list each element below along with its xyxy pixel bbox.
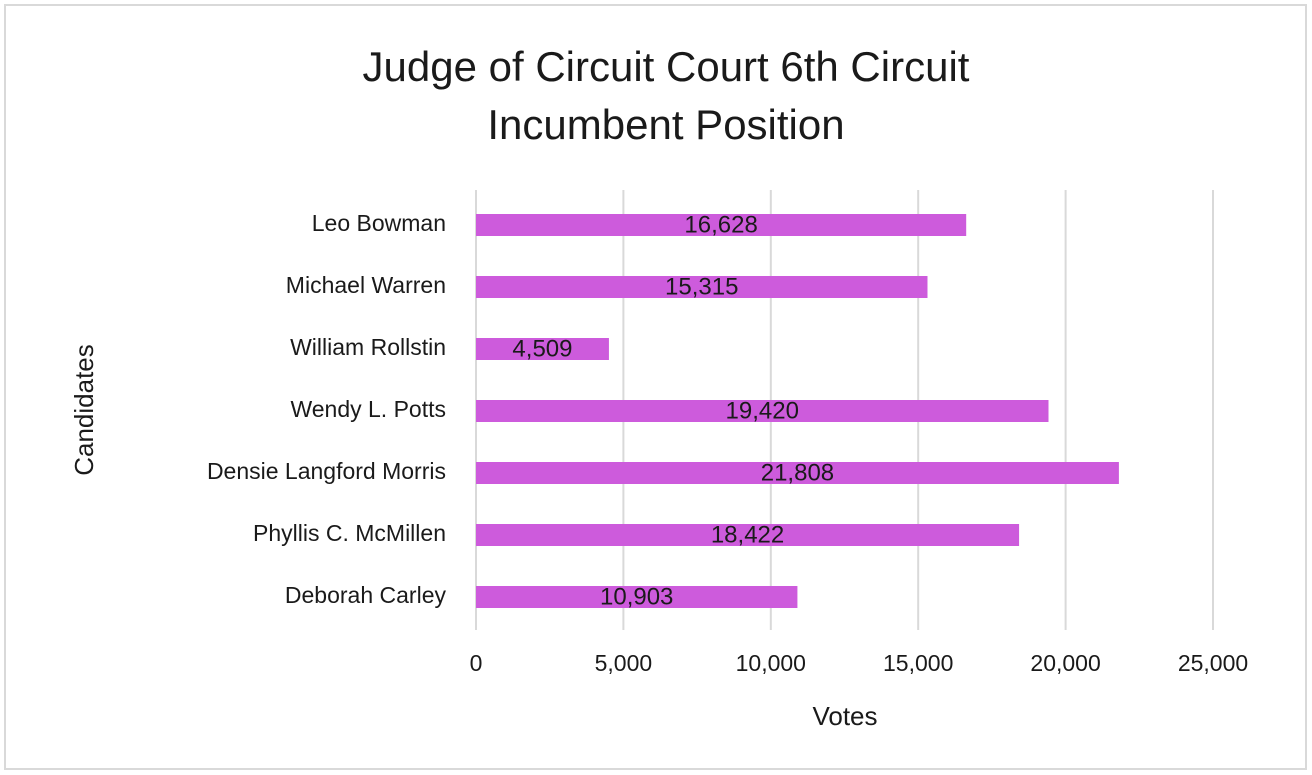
y-tick-label: Densie Langford Morris <box>207 458 446 484</box>
data-label: 18,422 <box>711 521 784 548</box>
y-tick-label: Wendy L. Potts <box>290 396 446 422</box>
chart-frame <box>4 4 1307 770</box>
x-tick-label: 5,000 <box>595 650 653 676</box>
x-tick-label: 0 <box>470 650 483 676</box>
bar <box>476 524 1020 546</box>
x-tick-label: 25,000 <box>1178 650 1248 676</box>
y-tick-label: Deborah Carley <box>285 582 447 608</box>
y-axis-title: Candidates <box>69 344 99 476</box>
x-tick-label: 15,000 <box>883 650 953 676</box>
bar <box>476 400 1049 422</box>
chart-title: Judge of Circuit Court 6th Circuit Incum… <box>362 43 970 148</box>
data-label: 19,420 <box>726 397 799 424</box>
data-label: 16,628 <box>684 211 757 238</box>
bar <box>476 462 1119 484</box>
x-axis-title: Votes <box>812 701 877 731</box>
bar <box>476 276 928 298</box>
x-tick-label: 10,000 <box>736 650 806 676</box>
bar <box>476 586 798 608</box>
bar <box>476 338 609 360</box>
y-tick-label: Leo Bowman <box>312 210 446 236</box>
data-label: 4,509 <box>512 335 572 362</box>
data-label: 21,808 <box>761 459 834 486</box>
y-tick-label: Phyllis C. McMillen <box>253 520 446 546</box>
data-label: 15,315 <box>665 273 738 300</box>
y-tick-label: Michael Warren <box>286 272 446 298</box>
data-label: 10,903 <box>600 583 673 610</box>
x-tick-label: 20,000 <box>1030 650 1100 676</box>
y-tick-label: William Rollstin <box>290 334 446 360</box>
bar <box>476 214 967 236</box>
